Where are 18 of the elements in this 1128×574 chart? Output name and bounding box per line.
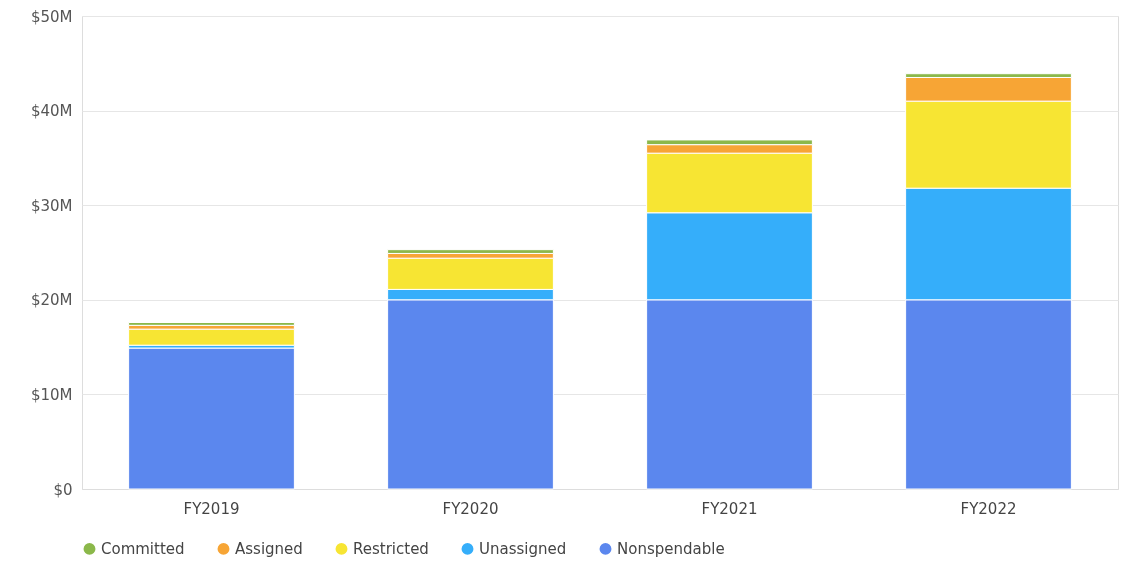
x-tick-label: FY2019: [183, 499, 240, 518]
bar: [128, 347, 295, 490]
legend-label: Committed: [101, 539, 185, 558]
y-tick-label: $30M: [30, 196, 73, 215]
legend-label: Restricted: [353, 539, 429, 558]
y-tick-label: $50M: [30, 7, 73, 26]
x-tick-label: FY2021: [701, 499, 758, 518]
y-tick-label: $40M: [30, 102, 73, 121]
legend-label: Unassigned: [479, 539, 567, 558]
legend-label: Nonspendable: [617, 539, 725, 558]
legend-label: Assigned: [235, 539, 303, 558]
y-tick-label: $10M: [30, 385, 73, 404]
x-tick-label: FY2022: [960, 499, 1017, 518]
bar: [128, 322, 295, 326]
x-tick-label: FY2020: [442, 499, 499, 518]
y-tick-label: $0: [53, 480, 73, 499]
bar: [128, 328, 295, 346]
y-tick-label: $20M: [30, 291, 73, 310]
